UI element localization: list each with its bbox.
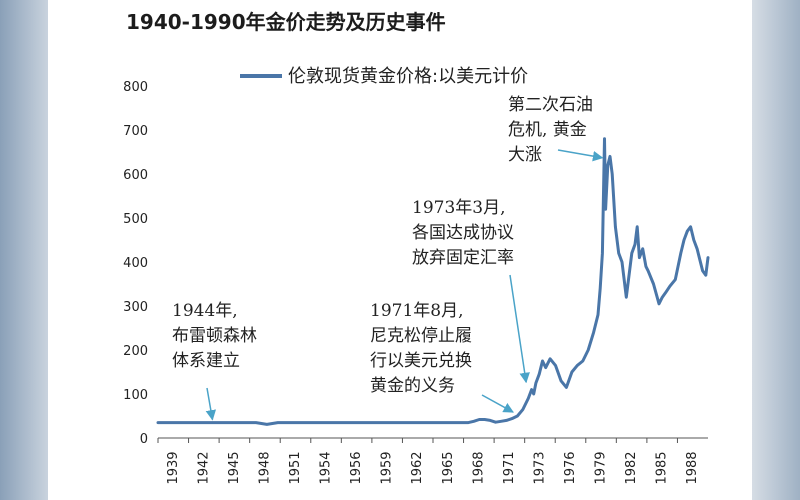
y-tick-label: 800 [123,80,148,95]
y-tick-label: 400 [123,256,148,271]
annotation-line: 尼克松停止履 [370,326,472,346]
background-left-margin [0,0,48,500]
y-tick-label: 0 [140,432,148,447]
x-tick-label: 1939 [166,451,181,484]
annotation-line: 放弃固定汇率 [412,248,514,268]
y-tick-label: 700 [123,124,148,139]
x-tick-label: 1956 [349,451,364,484]
x-tick-label: 1982 [624,451,639,484]
x-tick-label: 1971 [502,451,517,484]
annotation-line: 危机, 黄金 [508,120,587,140]
annotation-arrow [205,387,217,421]
x-tick-label: 1945 [227,451,242,484]
annotation-line: 布雷顿森林 [172,326,257,346]
x-tick-label: 1954 [319,451,334,484]
x-tick-label: 1948 [257,451,272,484]
x-tick-label: 1951 [288,451,303,484]
y-tick-label: 500 [123,212,148,227]
annotation-arrow [557,149,604,162]
x-tick-label: 1976 [563,451,578,484]
x-axis-ticks: 1939 1942 1945 1948 1951 1954 1956 1959 1962 1965… [157,438,700,485]
x-tick-label: 1973 [532,451,547,484]
annotation-arrow [509,274,530,384]
x-tick-label: 1968 [471,451,486,484]
y-axis-ticks: 0 100 200 300 400 500 600 700 800 [123,80,148,447]
legend-label: 伦敦现货黄金价格:以美元计价 [288,66,528,87]
annotation-arrow [481,394,514,413]
annotation-line: 1971年8月, [370,301,463,321]
x-tick-label: 1959 [380,451,395,484]
y-tick-label: 600 [123,168,148,183]
y-tick-label: 300 [123,300,148,315]
series-line [156,137,710,426]
annotation-line: 1973年3月, [412,198,505,218]
chart-card [48,0,752,500]
x-tick-label: 1942 [196,451,211,484]
annotation-line: 体系建立 [172,351,240,371]
annotation-line: 行以美元兑换 [370,351,472,371]
chart-title: 1940-1990年金价走势及历史事件 [126,10,446,34]
y-tick-label: 200 [123,344,148,359]
annotation-line: 黄金的义务 [370,376,455,396]
x-tick-label: 1979 [594,451,609,484]
x-tick-label: 1965 [441,451,456,484]
legend: 伦敦现货黄金价格:以美元计价 [240,66,528,87]
x-tick-label: 1962 [410,451,425,484]
x-tick-label: 1988 [685,451,700,484]
annotation-line: 各国达成协议 [412,223,514,243]
annotation-line: 1944年, [172,301,238,321]
series-layer [156,137,710,426]
annotation-line: 大涨 [508,145,542,165]
background-right-margin [752,0,800,500]
x-tick-label: 1985 [655,451,670,484]
annotation-line: 第二次石油 [508,95,593,115]
y-tick-label: 100 [123,388,148,403]
